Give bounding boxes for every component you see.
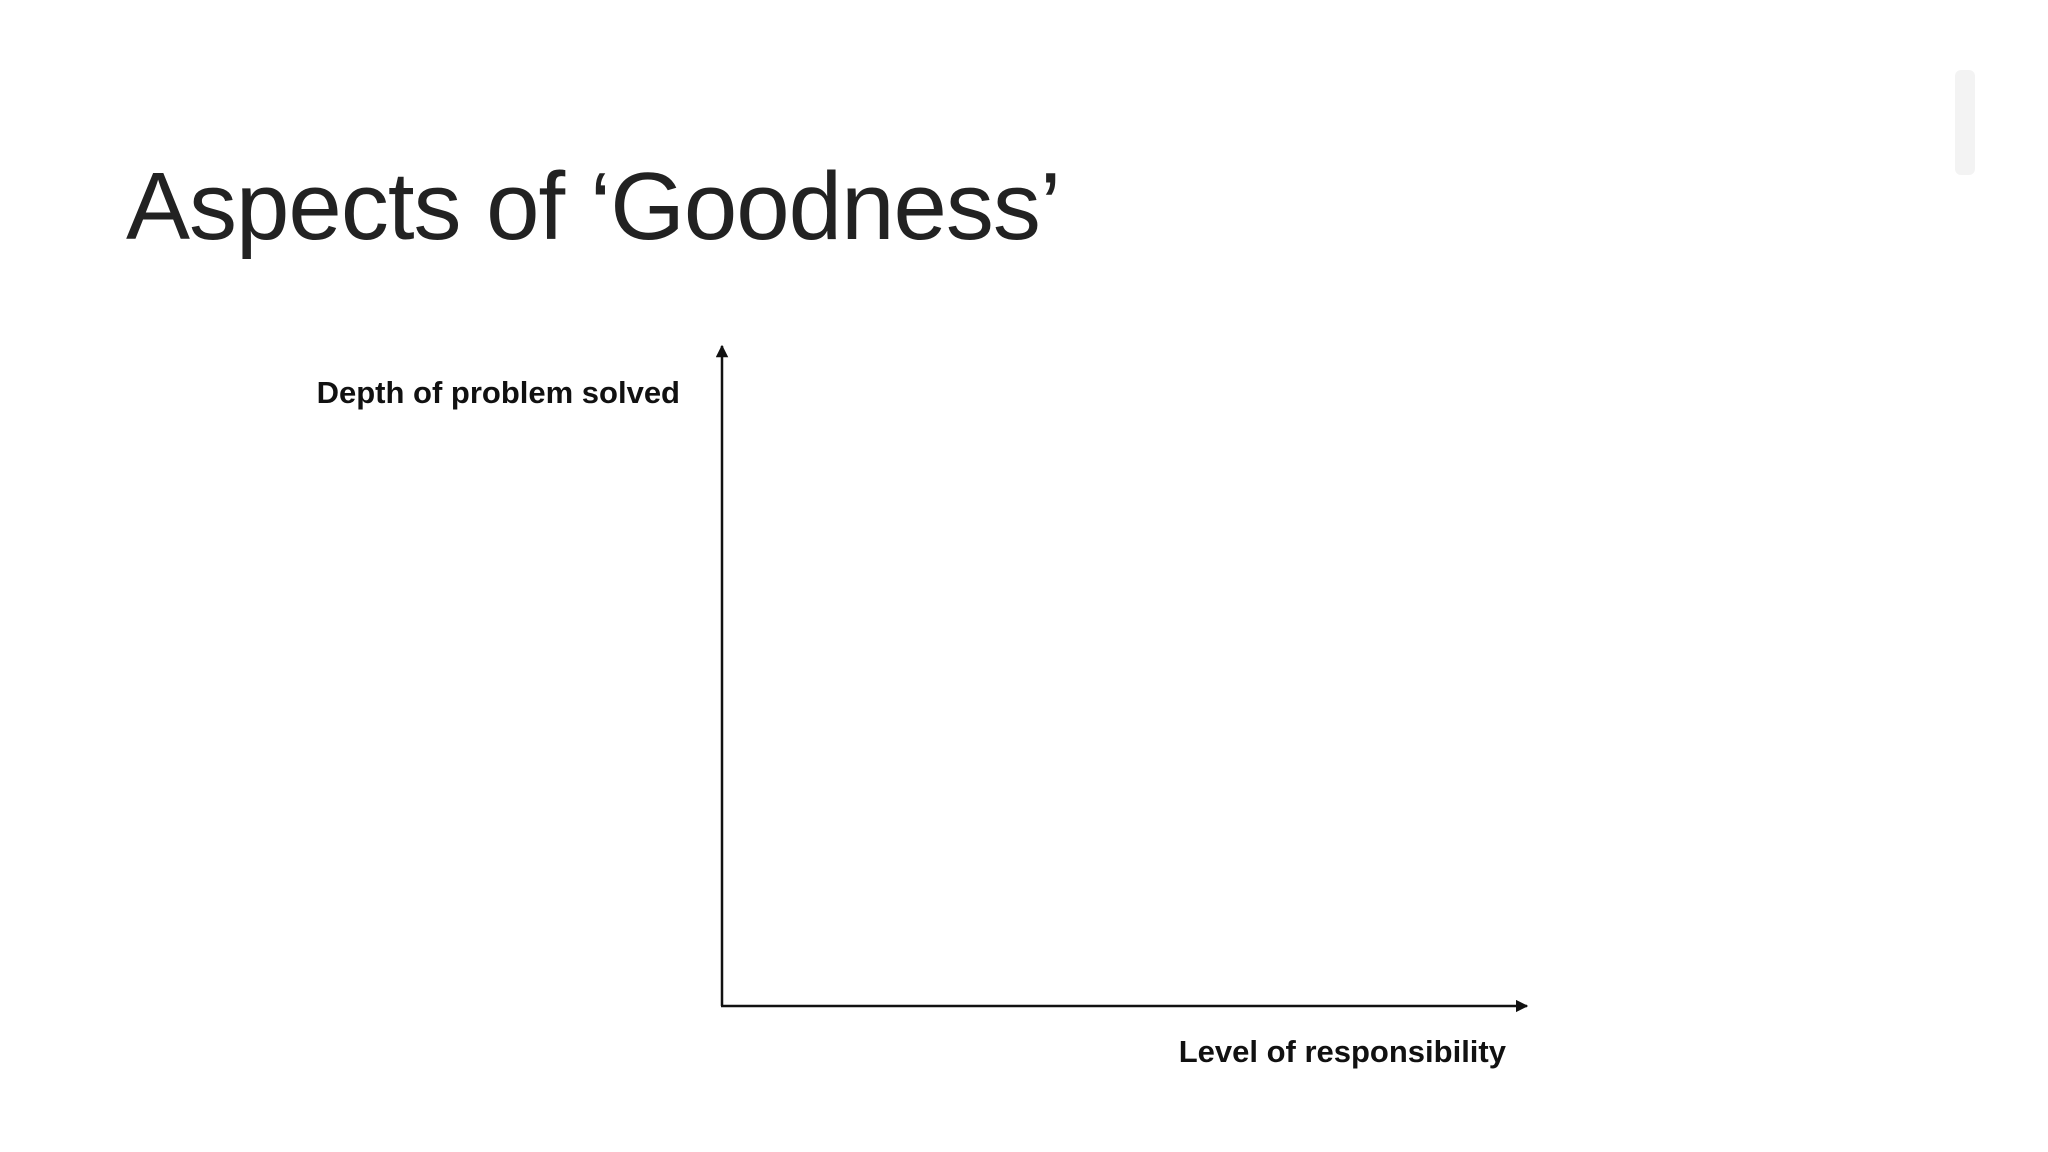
slide-title: Aspects of ‘Goodness’ (126, 153, 1060, 260)
logo-watermark (1955, 70, 1975, 175)
x-axis-label: Level of responsibility (1179, 1034, 1507, 1069)
y-axis-label: Depth of problem solved (317, 375, 680, 410)
